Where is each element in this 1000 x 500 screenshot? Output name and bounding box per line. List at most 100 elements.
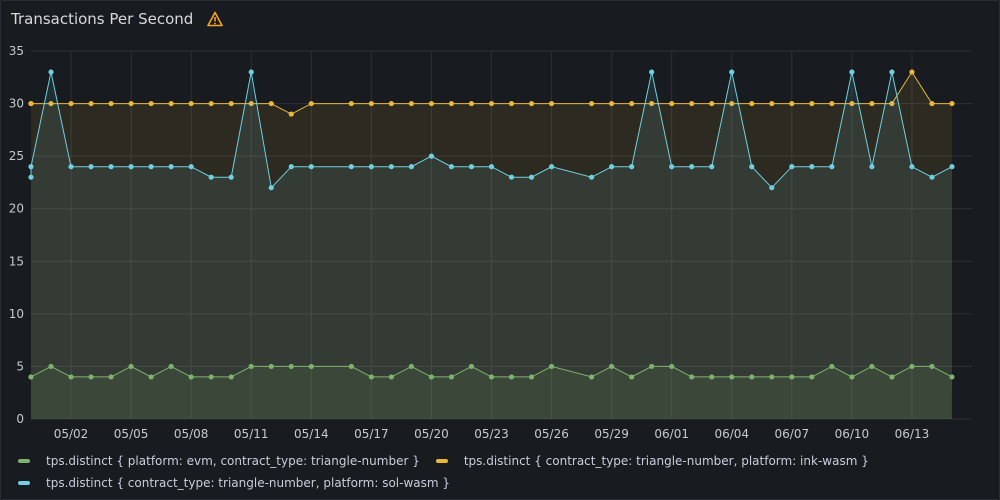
sol-wasm-point xyxy=(929,174,935,180)
x-tick-label: 06/13 xyxy=(895,427,930,440)
x-tick-label: 05/17 xyxy=(354,427,389,440)
evm-point xyxy=(809,374,815,380)
legend-item[interactable]: tps.distinct { contract_type: triangle-n… xyxy=(435,454,869,468)
sol-wasm-point xyxy=(488,164,495,170)
evm-point xyxy=(929,363,935,370)
evm-point xyxy=(548,363,555,370)
ink-wasm-point xyxy=(368,100,374,107)
evm-point xyxy=(769,374,775,380)
ink-wasm-point xyxy=(548,100,555,107)
sol-wasm-point xyxy=(749,164,755,170)
evm-point xyxy=(869,363,875,370)
ink-wasm-point xyxy=(889,100,895,107)
sol-wasm-point xyxy=(368,164,374,170)
sol-wasm-point xyxy=(809,164,815,170)
panel-title[interactable]: Transactions Per Second xyxy=(11,10,194,28)
ink-wasm-point xyxy=(829,100,835,107)
evm-point xyxy=(649,363,655,370)
evm-point xyxy=(749,374,755,380)
sol-wasm-point xyxy=(28,174,34,180)
evm-point xyxy=(508,374,515,380)
ink-wasm-point xyxy=(288,111,294,117)
sol-wasm-point xyxy=(108,164,114,170)
evm-point xyxy=(128,363,134,370)
evm-point xyxy=(288,363,294,370)
ink-wasm-point xyxy=(408,100,415,107)
warning-triangle-icon[interactable] xyxy=(207,11,224,27)
sol-wasm-point xyxy=(268,185,274,191)
evm-area xyxy=(31,366,952,419)
sol-wasm-point xyxy=(689,164,695,170)
ink-wasm-point xyxy=(849,100,855,107)
x-tick-label: 06/10 xyxy=(835,427,870,440)
x-tick-label: 05/23 xyxy=(474,427,509,440)
ink-wasm-point xyxy=(649,100,655,107)
y-tick-label: 10 xyxy=(9,307,24,321)
sol-wasm-point xyxy=(128,164,134,170)
evm-point xyxy=(68,374,74,380)
evm-point xyxy=(729,374,735,380)
sol-wasm-point xyxy=(669,164,675,170)
x-tick-label: 05/14 xyxy=(294,427,329,440)
evm-point xyxy=(468,363,475,370)
ink-wasm-point xyxy=(588,100,595,107)
ink-wasm-point xyxy=(488,100,495,107)
ink-wasm-point xyxy=(609,100,615,107)
sol-wasm-point xyxy=(629,164,635,170)
ink-wasm-point xyxy=(348,100,354,107)
ink-wasm-point xyxy=(508,100,515,107)
legend-item[interactable]: tps.distinct { platform: evm, contract_t… xyxy=(18,454,420,468)
x-tick-label: 05/08 xyxy=(174,427,209,440)
x-tick-label: 05/26 xyxy=(534,427,569,440)
evm-point xyxy=(208,374,214,380)
sol-wasm-line xyxy=(30,71,953,189)
legend-item[interactable]: tps.distinct { contract_type: triangle-n… xyxy=(18,476,450,490)
evm-point xyxy=(488,374,495,380)
ink-wasm-point xyxy=(228,100,234,107)
y-tick-label: 30 xyxy=(9,97,24,111)
x-tick-label: 05/11 xyxy=(234,427,269,440)
ink-wasm-point xyxy=(468,100,475,107)
sol-wasm-point xyxy=(308,164,314,170)
ink-wasm-point xyxy=(629,100,635,107)
evm-point xyxy=(28,374,34,380)
ink-wasm-point xyxy=(168,100,174,107)
ink-wasm-point xyxy=(669,100,675,107)
y-tick-label: 20 xyxy=(9,202,24,216)
evm-point xyxy=(909,363,915,370)
sol-wasm-point xyxy=(588,174,595,180)
sol-wasm-point xyxy=(408,164,415,170)
ink-wasm-point xyxy=(909,69,915,75)
sol-wasm-area xyxy=(31,72,952,419)
evm-point xyxy=(148,374,154,380)
sol-wasm-point xyxy=(348,164,354,170)
ink-wasm-point xyxy=(929,100,935,107)
ink-wasm-point xyxy=(428,100,435,107)
evm-point xyxy=(408,363,415,370)
ink-wasm-point xyxy=(88,100,94,107)
ink-wasm-point xyxy=(108,100,114,107)
legend-label: tps.distinct { platform: evm, contract_t… xyxy=(46,454,420,468)
sol-wasm-point xyxy=(949,164,955,170)
sol-wasm-point xyxy=(609,164,615,170)
evm-point xyxy=(228,374,234,380)
sol-wasm-point xyxy=(248,69,254,75)
ink-wasm-point xyxy=(308,100,314,107)
sol-wasm-point xyxy=(208,174,214,180)
ink-wasm-point xyxy=(809,100,815,107)
sol-wasm-point xyxy=(508,174,515,180)
evm-point xyxy=(248,363,254,370)
ink-wasm-point xyxy=(208,100,214,107)
sol-wasm-point xyxy=(288,164,294,170)
sol-wasm-point xyxy=(869,164,875,170)
sol-wasm-point xyxy=(548,164,555,170)
legend-label: tps.distinct { contract_type: triangle-n… xyxy=(463,454,869,468)
evm-point xyxy=(448,374,455,380)
evm-point xyxy=(669,363,675,370)
sol-wasm-point xyxy=(889,69,895,75)
sol-wasm-point xyxy=(228,174,234,180)
evm-point xyxy=(629,374,635,380)
sol-wasm-point xyxy=(468,164,475,170)
evm-point xyxy=(609,363,615,370)
